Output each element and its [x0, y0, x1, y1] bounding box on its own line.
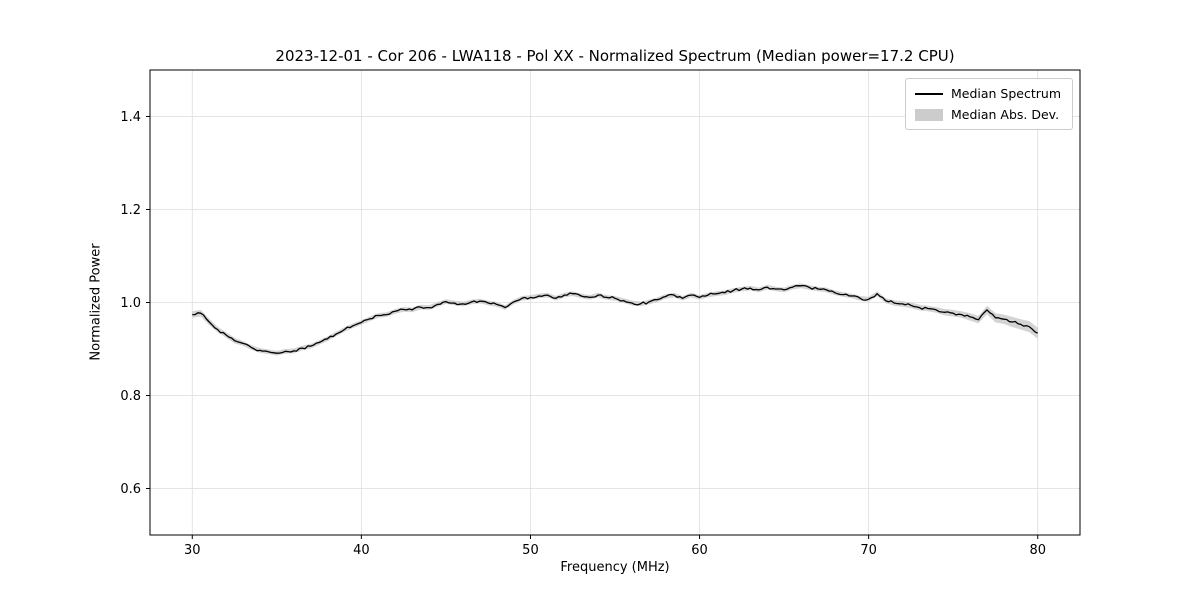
- y-tick-label: 0.8: [120, 389, 141, 404]
- y-tick-label: 0.6: [120, 482, 141, 497]
- legend-entry-median-abs-dev: Median Abs. Dev.: [914, 107, 1061, 122]
- x-tick-label: 50: [522, 543, 539, 558]
- y-tick-label: 1.0: [120, 296, 141, 311]
- legend: Median Spectrum Median Abs. Dev.: [904, 78, 1073, 130]
- mad-band: [192, 283, 1038, 356]
- y-axis-label: Normalized Power: [88, 243, 104, 361]
- x-tick-label: 80: [1029, 543, 1046, 558]
- legend-entry-median-spectrum: Median Spectrum: [914, 86, 1061, 101]
- x-tick-label: 30: [184, 543, 201, 558]
- y-tick-label: 1.4: [120, 110, 141, 125]
- x-axis-label: Frequency (MHz): [560, 560, 670, 575]
- chart-title: 2023-12-01 - Cor 206 - LWA118 - Pol XX -…: [275, 47, 955, 65]
- x-tick-label: 60: [691, 543, 708, 558]
- legend-line-swatch: [914, 92, 943, 95]
- legend-label: Median Abs. Dev.: [950, 107, 1060, 122]
- x-tick-label: 70: [860, 543, 877, 558]
- legend-band-swatch: [914, 108, 943, 121]
- legend-label: Median Spectrum: [950, 86, 1061, 101]
- median-spectrum-line: [192, 284, 1038, 354]
- y-tick-label: 1.2: [120, 203, 141, 218]
- x-tick-label: 40: [353, 543, 370, 558]
